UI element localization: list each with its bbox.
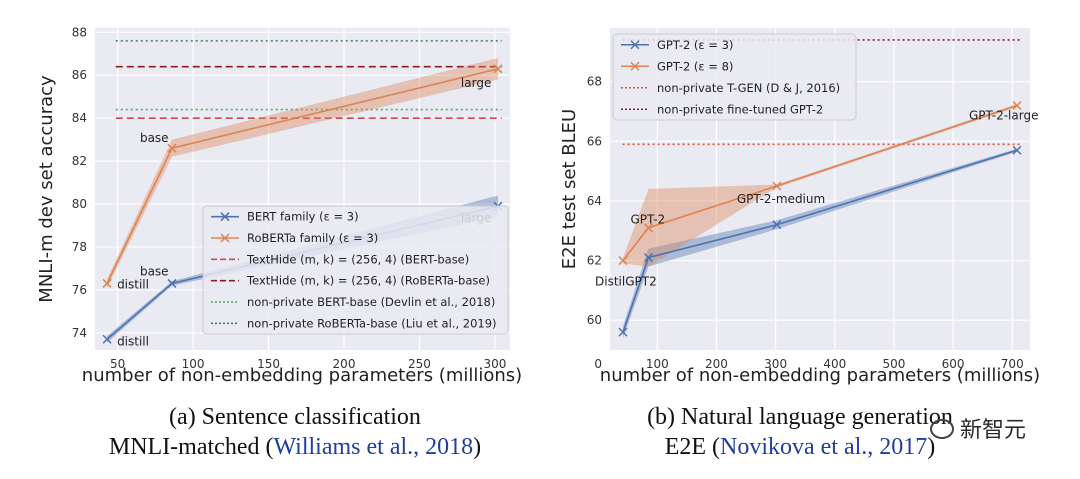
watermark-text: 新智元: [960, 418, 1027, 443]
y-tick-label: 82: [72, 154, 87, 168]
legend-label: TextHide (m, k) = (256, 4) (RoBERTa-base…: [246, 274, 490, 288]
legend-label: non-private RoBERTa-base (Liu et al., 20…: [247, 316, 497, 330]
x-tick-label: 300: [764, 357, 787, 371]
point-annotation: base: [140, 131, 169, 145]
point-annotation: DistilGPT2: [595, 274, 657, 288]
x-tick-label: 100: [646, 357, 669, 371]
y-tick-label: 80: [72, 197, 87, 211]
legend-box: [202, 205, 509, 335]
y-axis-label-a: MNLI-m dev set accuracy: [36, 75, 57, 303]
panel-a: distillbaselargedistillbaselarge 5010015…: [36, 25, 522, 386]
x-tick-label: 0: [594, 357, 602, 371]
x-tick-label: 600: [942, 357, 965, 371]
x-axis-label-a: number of non-embedding parameters (mill…: [82, 365, 522, 386]
watermark-icon: [930, 419, 954, 439]
confidence-band: [107, 58, 498, 288]
legend-label: BERT family (ε = 3): [247, 210, 359, 224]
point-annotation: GPT-2-large: [969, 108, 1038, 122]
caption-a: (a) Sentence classification MNLI-matched…: [60, 402, 530, 462]
caption-b-dataset-name: E2E (: [664, 434, 720, 460]
data-point-marker: [167, 143, 177, 153]
annotations-b: DistilGPT2 GPT-2 GPT-2-medium GPT-2-large: [595, 108, 1038, 288]
caption-a-close: ): [473, 434, 482, 460]
point-annotation: GPT-2: [630, 213, 665, 227]
legend-label: GPT-2 (ε = 3): [657, 38, 733, 52]
data-point-marker: [772, 220, 782, 230]
x-tick-label: 200: [705, 357, 728, 371]
caption-b-dataset: E2E (Novikova et al., 2017): [580, 432, 1020, 462]
caption-a-dataset: MNLI-matched (Williams et al., 2018): [60, 432, 530, 462]
y-tick-label: 76: [72, 283, 87, 297]
reference-lines-a: [115, 40, 502, 119]
data-point-marker: [643, 253, 653, 263]
legend-label: non-private BERT-base (Devlin et al., 20…: [247, 295, 495, 309]
legend-marker: [220, 212, 230, 222]
x-tick-label: 150: [257, 357, 280, 371]
y-tick-label: 64: [587, 194, 602, 208]
series-line: [622, 104, 1018, 262]
y-tick-label: 86: [72, 68, 87, 82]
annotations-a: distillbaselargedistillbaselarge: [117, 76, 491, 348]
point-annotation: GPT-2-medium: [737, 192, 825, 206]
legend-marker: [220, 233, 230, 243]
y-tick-label: 60: [587, 313, 602, 327]
legend-label: RoBERTa family (ε = 3): [247, 231, 378, 245]
caption-b-title: (b) Natural language generation: [647, 404, 953, 430]
legend-marker: [630, 61, 640, 71]
legend-label: non-private fine-tuned GPT-2: [657, 102, 823, 116]
data-point-marker: [1012, 145, 1022, 155]
y-tick-label: 78: [72, 240, 87, 254]
data-point-marker: [643, 223, 653, 233]
data-point-marker: [772, 181, 782, 191]
x-axis-label-b: number of non-embedding parameters (mill…: [600, 365, 1040, 386]
data-point-marker: [102, 278, 112, 288]
caption-b: (b) Natural language generation E2E (Nov…: [580, 402, 1020, 462]
series-line: [622, 149, 1018, 333]
y-tick-label: 62: [587, 254, 602, 268]
lines-b: [618, 100, 1022, 337]
data-point-marker: [493, 64, 503, 74]
legend-box: [612, 33, 857, 121]
x-tick-label: 200: [333, 357, 356, 371]
x-tick-label: 100: [182, 357, 205, 371]
caption-a-title: (a) Sentence classification: [169, 404, 421, 430]
ticks-b: 0 100 200 300 400 500 600 700 60 62 64 66 68: [587, 75, 1024, 371]
caption-b-citation[interactable]: Novikova et al., 2017: [720, 434, 928, 460]
y-tick-label: 84: [72, 111, 87, 125]
ticks-a: 50 100 150 200 250 300 74 76 78 80 82 84 86 88: [72, 25, 507, 371]
y-tick-label: 66: [587, 134, 602, 148]
confidence-band: [623, 104, 1017, 267]
data-point-marker: [618, 256, 628, 266]
legend-marker: [630, 40, 640, 50]
panel-b: DistilGPT2 GPT-2 GPT-2-medium GPT-2-large 0…: [559, 28, 1040, 386]
point-annotation: distill: [117, 277, 149, 291]
legend-a: BERT family (ε = 3) RoBERTa family (ε = 3…: [202, 205, 509, 335]
point-annotation: large: [461, 76, 491, 90]
data-point-marker: [1012, 100, 1022, 111]
y-tick-label: 88: [72, 25, 87, 39]
y-axis-label-b: E2E test set BLEU: [559, 109, 580, 269]
caption-a-citation[interactable]: Williams et al., 2018: [273, 434, 474, 460]
data-point-marker: [167, 278, 177, 288]
legend-label: non-private T-GEN (D & J, 2016): [657, 81, 840, 95]
caption-a-dataset-name: MNLI-matched (: [108, 434, 274, 460]
y-tick-label: 68: [587, 75, 602, 89]
legend-b: GPT-2 (ε = 3) GPT-2 (ε = 8) non-private T-…: [612, 33, 857, 121]
x-tick-label: 400: [823, 357, 846, 371]
point-annotation: base: [140, 264, 169, 278]
point-annotation: distill: [117, 334, 149, 348]
y-tick-label: 74: [72, 326, 87, 340]
x-tick-label: 50: [110, 357, 125, 371]
legend-label: TextHide (m, k) = (256, 4) (BERT-base): [246, 252, 469, 266]
x-tick-label: 250: [408, 357, 431, 371]
x-tick-label: 300: [483, 357, 506, 371]
caption-b-close: ): [927, 434, 936, 460]
x-tick-label: 700: [1001, 357, 1024, 371]
x-tick-label: 500: [882, 357, 905, 371]
data-point-marker: [102, 334, 112, 344]
watermark: 新智元: [930, 412, 1026, 444]
data-point-marker: [618, 327, 628, 337]
legend-label: GPT-2 (ε = 8): [657, 59, 733, 73]
